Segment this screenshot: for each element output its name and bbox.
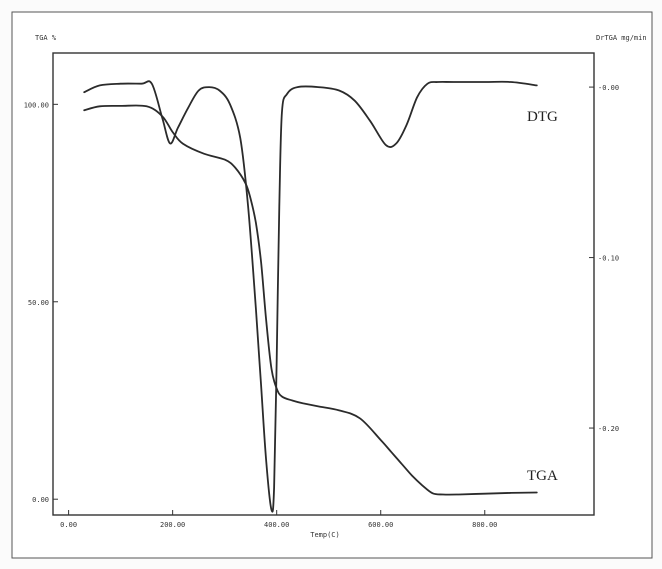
x-axis-label: Temp(C): [310, 531, 340, 539]
left-tick-label: 0.00: [32, 496, 49, 504]
dtg-series-line: [83, 80, 538, 513]
right-axis-ticks: -0.00 -0.10 -0.20: [589, 84, 619, 433]
left-axis-label: TGA %: [35, 34, 57, 42]
x-tick-label: 600.00: [368, 521, 393, 529]
left-axis-ticks: 0.00 50.00 100.00: [24, 101, 58, 504]
x-tick-label: 400.00: [264, 521, 289, 529]
x-tick-label: 800.00: [472, 521, 497, 529]
right-tick-label: -0.20: [598, 425, 619, 433]
dtg-curve-label: DTG: [527, 109, 558, 125]
series-layer: [83, 80, 538, 513]
x-axis-ticks: 0.00 200.00 400.00 600.00 800.00: [60, 510, 497, 529]
right-axis-label: DrTGA mg/min: [596, 34, 647, 42]
tga-curve-label: TGA: [527, 468, 558, 484]
right-tick-label: -0.10: [598, 255, 619, 263]
x-tick-label: 0.00: [60, 521, 77, 529]
tga-series-line: [83, 104, 538, 496]
left-tick-label: 100.00: [24, 101, 49, 109]
page-frame: [11, 11, 653, 559]
right-tick-label: -0.00: [598, 84, 619, 92]
left-tick-label: 50.00: [28, 299, 49, 307]
plot-area: [52, 52, 595, 516]
x-tick-label: 200.00: [160, 521, 185, 529]
